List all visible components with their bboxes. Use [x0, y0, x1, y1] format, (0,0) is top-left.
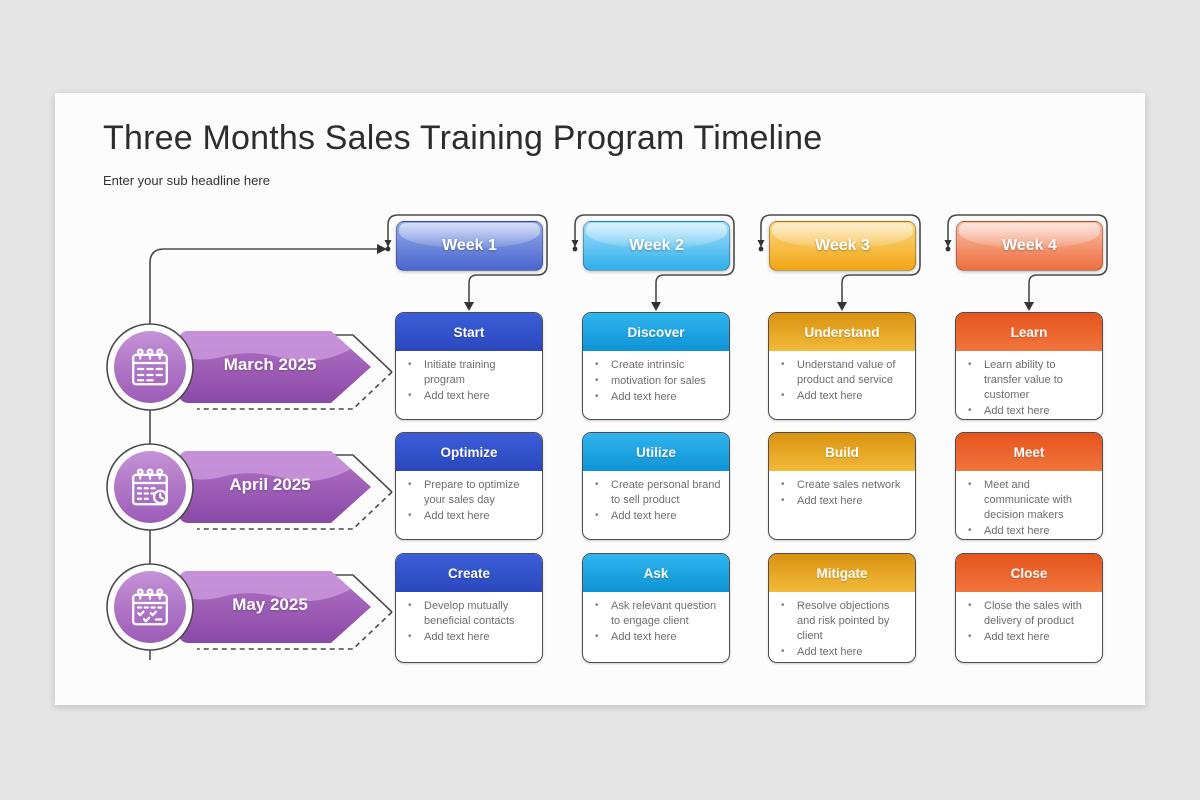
bullet-item: Add text here [591, 630, 721, 645]
bullet-item: Add text here [591, 509, 721, 524]
card-bullets: Create sales networkAdd text here [769, 478, 911, 509]
bullet-item: Meet and communicate with decision maker… [964, 478, 1094, 523]
week-header-button: Week 3 [769, 221, 916, 271]
card-title: Ask [643, 565, 669, 581]
month-circle [106, 563, 194, 651]
bullet-item: Create intrinsic [591, 358, 721, 373]
bullet-item: Add text here [964, 524, 1094, 539]
month-row-april: April 2025 [55, 441, 435, 533]
card-utilize: Utilize Create personal brand to sell pr… [582, 432, 730, 540]
card-bullets: Close the sales with delivery of product… [956, 599, 1098, 645]
slide-title: Three Months Sales Training Program Time… [103, 119, 823, 157]
bullet-item: Understand value of product and service [777, 358, 907, 388]
month-row-march: March 2025 [55, 321, 435, 413]
card-bullets: Learn ability to transfer value to custo… [956, 358, 1098, 418]
card-optimize: Optimize Prepare to optimize your sales … [395, 432, 543, 540]
card-bullets: Meet and communicate with decision maker… [956, 478, 1098, 538]
bullet-item: Learn ability to transfer value to custo… [964, 358, 1094, 403]
card-mitigate: Mitigate Resolve objections and risk poi… [768, 553, 916, 663]
month-circle [106, 323, 194, 411]
week-header-label: Week 4 [1002, 237, 1057, 254]
month-row-may: May 2025 [55, 561, 435, 653]
bullet-item: Add text here [777, 494, 907, 509]
bullet-item: Prepare to optimize your sales day [404, 478, 534, 508]
card-title: Understand [804, 324, 880, 340]
card-title: Discover [627, 324, 685, 340]
bullet-item: Add text here [777, 645, 907, 660]
week-column-3: Week 3 Understand Understand value of pr… [757, 93, 921, 705]
week-column-1: Week 1 Start Initiate training programAd… [384, 93, 548, 705]
slide: Three Months Sales Training Program Time… [55, 93, 1145, 705]
week-header-label: Week 3 [815, 237, 870, 254]
card-title-bar: Optimize [396, 433, 542, 471]
bullet-item: Add text here [404, 630, 534, 645]
month-label: March 2025 [223, 355, 317, 374]
card-title: Build [825, 444, 859, 460]
bullet-item: Add text here [404, 509, 534, 524]
card-title-bar: Utilize [583, 433, 729, 471]
card-title: Create [447, 565, 491, 581]
bullet-item: motivation for sales [591, 374, 721, 389]
card-bullets: Initiate training programAdd text here [396, 358, 538, 404]
week-header-label: Week 2 [629, 237, 684, 254]
week-header-label: Week 1 [442, 237, 497, 254]
card-bullets: Ask relevant question to engage clientAd… [583, 599, 725, 645]
card-title-bar: Discover [583, 313, 729, 351]
week-column-2: Week 2 Discover Create intrinsicmotivati… [571, 93, 735, 705]
card-title-bar: Learn [956, 313, 1102, 351]
card-title-bar: Meet [956, 433, 1102, 471]
card-start: Start Initiate training programAdd text … [395, 312, 543, 420]
card-bullets: Understand value of product and serviceA… [769, 358, 911, 404]
card-ask: Ask Ask relevant question to engage clie… [582, 553, 730, 663]
bullet-item: Create sales network [777, 478, 907, 493]
bullet-item: Close the sales with delivery of product [964, 599, 1094, 629]
card-bullets: Create personal brand to sell productAdd… [583, 478, 725, 524]
card-title-bar: Create [396, 554, 542, 592]
bullet-item: Add text here [404, 389, 534, 404]
card-title-bar: Start [396, 313, 542, 351]
card-bullets: Resolve objections and risk pointed by c… [769, 599, 911, 659]
card-discover: Discover Create intrinsicmotivation for … [582, 312, 730, 420]
card-title: Start [453, 324, 485, 340]
card-title: Learn [1010, 324, 1048, 340]
card-title: Close [1010, 565, 1048, 581]
week-header-button: Week 1 [396, 221, 543, 271]
card-title-bar: Close [956, 554, 1102, 592]
bullet-item: Create personal brand to sell product [591, 478, 721, 508]
card-meet: Meet Meet and communicate with decision … [955, 432, 1103, 540]
card-build: Build Create sales networkAdd text here [768, 432, 916, 540]
bullet-item: Add text here [964, 404, 1094, 419]
month-label: May 2025 [232, 595, 308, 614]
card-understand: Understand Understand value of product a… [768, 312, 916, 420]
card-title-bar: Build [769, 433, 915, 471]
bullet-item: Add text here [964, 630, 1094, 645]
card-title-bar: Understand [769, 313, 915, 351]
bullet-item: Ask relevant question to engage client [591, 599, 721, 629]
week-column-4: Week 4 Learn Learn ability to transfer v… [944, 93, 1108, 705]
bullet-item: Add text here [591, 390, 721, 405]
card-title: Meet [1013, 444, 1045, 460]
card-bullets: Create intrinsicmotivation for salesAdd … [583, 358, 725, 405]
card-bullets: Prepare to optimize your sales dayAdd te… [396, 478, 538, 524]
week-header-button: Week 4 [956, 221, 1103, 271]
bullet-item: Resolve objections and risk pointed by c… [777, 599, 907, 644]
card-title: Utilize [636, 444, 676, 460]
card-title: Mitigate [816, 565, 868, 581]
month-circle [106, 443, 194, 531]
card-learn: Learn Learn ability to transfer value to… [955, 312, 1103, 420]
bullet-item: Add text here [777, 389, 907, 404]
week-header-button: Week 2 [583, 221, 730, 271]
card-title-bar: Mitigate [769, 554, 915, 592]
card-close: Close Close the sales with delivery of p… [955, 553, 1103, 663]
month-label: April 2025 [229, 475, 311, 494]
card-create: Create Develop mutually beneficial conta… [395, 553, 543, 663]
card-title: Optimize [440, 444, 498, 460]
bullet-item: Initiate training program [404, 358, 534, 388]
bullet-item: Develop mutually beneficial contacts [404, 599, 534, 629]
card-title-bar: Ask [583, 554, 729, 592]
slide-subtitle: Enter your sub headline here [103, 173, 270, 188]
card-bullets: Develop mutually beneficial contactsAdd … [396, 599, 538, 645]
